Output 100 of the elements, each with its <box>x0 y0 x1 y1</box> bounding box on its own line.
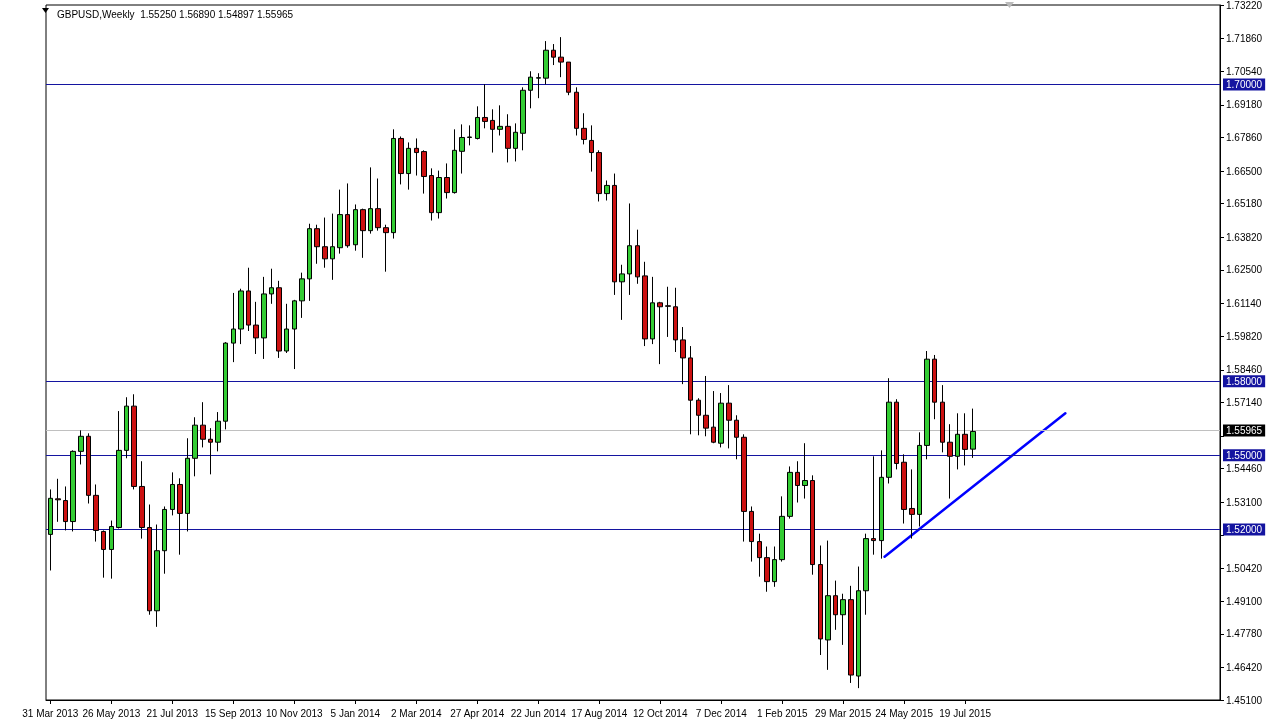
candlestick <box>436 170 442 220</box>
candlestick <box>543 40 549 85</box>
candlestick <box>147 504 152 616</box>
candlestick <box>459 123 465 175</box>
y-tick-label: 1.62500 <box>1226 264 1263 276</box>
candlestick <box>231 292 236 363</box>
x-tick-label: 5 Jan 2014 <box>330 707 381 719</box>
candlestick <box>680 326 686 385</box>
candlestick <box>93 483 99 543</box>
candlestick <box>520 86 526 151</box>
candlestick <box>261 276 267 360</box>
candlestick <box>452 128 457 195</box>
y-tick-label: 1.63820 <box>1226 231 1263 243</box>
candlestick <box>192 416 198 477</box>
candlestick <box>688 345 693 435</box>
candlestick <box>124 396 129 459</box>
candlestick <box>726 384 732 449</box>
candlestick <box>536 72 541 99</box>
candlestick <box>170 471 175 516</box>
candlestick <box>879 449 884 560</box>
candlestick <box>139 460 145 540</box>
y-tick-label: 1.73220 <box>1226 0 1263 11</box>
y-tick-label: 1.46420 <box>1226 661 1263 673</box>
candlestick <box>269 268 274 305</box>
candlestick <box>901 453 907 525</box>
candlestick <box>482 83 488 129</box>
candlestick <box>650 276 655 345</box>
candlestick <box>589 124 594 173</box>
candlestick <box>894 398 899 470</box>
candlestick <box>223 341 228 430</box>
ref-line-label: 1.55000 <box>1226 449 1263 461</box>
candlestick <box>276 280 282 359</box>
candlestick <box>86 432 91 505</box>
ref-line-label: 1.52000 <box>1226 523 1263 535</box>
candlestick <box>574 86 579 136</box>
candlestick <box>208 427 213 475</box>
candlestick <box>810 474 815 576</box>
candlestick <box>627 202 632 296</box>
candlestick <box>185 437 190 532</box>
y-tick-label: 1.54460 <box>1226 463 1263 475</box>
candlestick <box>840 593 846 646</box>
candlestick <box>406 141 411 191</box>
candlestick <box>818 545 823 656</box>
candlestick <box>414 137 419 177</box>
candlestick <box>772 546 777 588</box>
x-tick-label: 21 Jul 2013 <box>146 707 199 719</box>
candlestick <box>802 442 808 500</box>
candlestick <box>566 61 571 96</box>
candlestick <box>703 375 709 437</box>
candlestick <box>642 261 648 347</box>
candlestick <box>55 478 61 523</box>
candlestick <box>238 288 244 345</box>
y-tick-label: 1.70540 <box>1226 65 1263 77</box>
candlestick <box>497 104 503 136</box>
candlestick <box>391 128 396 240</box>
candlestick <box>330 213 335 281</box>
candlestick <box>421 149 427 195</box>
candlestick <box>749 505 754 563</box>
candlestick <box>528 70 533 109</box>
candlestick <box>429 167 434 222</box>
candlestick <box>833 580 838 631</box>
candlestick <box>444 162 450 200</box>
y-tick-label: 1.66500 <box>1226 165 1263 177</box>
ref-line-label: 1.55965 <box>1226 425 1263 437</box>
candlestick <box>467 124 472 146</box>
y-tick-label: 1.58460 <box>1226 364 1263 376</box>
candlestick <box>917 431 922 527</box>
candlestick <box>886 377 892 484</box>
candlestick <box>551 43 556 66</box>
candlestick <box>764 546 770 593</box>
candlestick <box>475 105 480 140</box>
candlestick <box>345 182 350 249</box>
candlestick <box>299 272 305 319</box>
candlestick <box>909 468 915 540</box>
x-tick-label: 22 Jun 2014 <box>510 707 567 719</box>
candlestick <box>787 465 793 520</box>
y-tick-label: 1.45100 <box>1226 694 1263 706</box>
candlestick <box>955 412 960 470</box>
candlestick <box>63 485 68 531</box>
y-tick-label: 1.61140 <box>1226 298 1262 310</box>
candlestick <box>619 264 625 321</box>
candlestick <box>398 135 404 185</box>
candlestick <box>657 301 663 365</box>
candlestick <box>78 429 84 465</box>
candlestick <box>863 533 869 616</box>
candlestick <box>513 122 518 162</box>
candlestick <box>314 224 320 265</box>
y-tick-label: 1.50420 <box>1226 563 1263 575</box>
candlestick <box>581 112 587 145</box>
candlestick <box>490 108 495 154</box>
candlestick <box>131 393 137 490</box>
candlestick <box>307 223 312 302</box>
candlestick <box>322 217 328 269</box>
candlestick <box>505 113 511 163</box>
candlestick <box>711 390 716 444</box>
candlestick <box>665 286 671 338</box>
candlestick <box>360 208 366 259</box>
candlestick <box>353 203 358 252</box>
candlestick <box>779 495 785 563</box>
candlestick <box>375 178 381 232</box>
